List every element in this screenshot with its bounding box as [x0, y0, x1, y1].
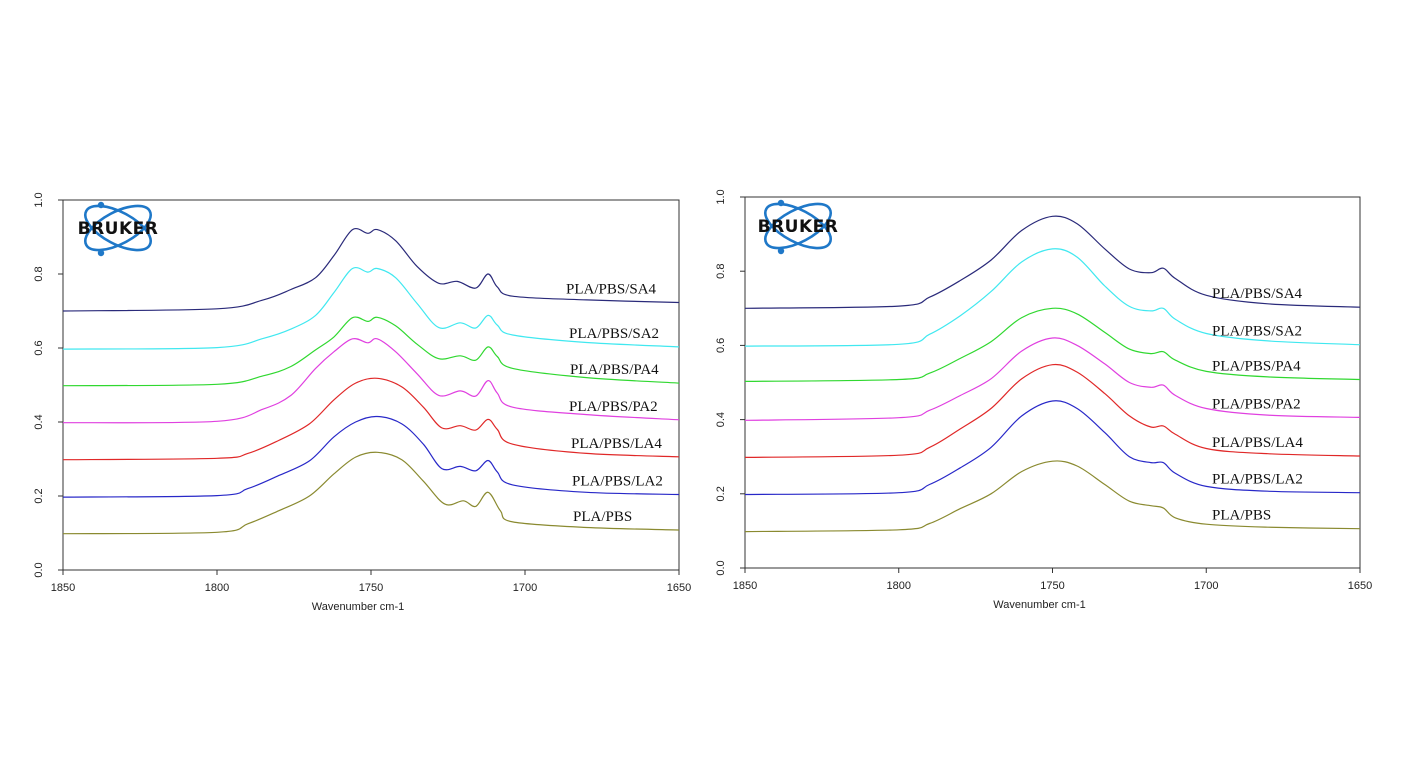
series-label: PLA/PBS/PA4: [570, 362, 659, 378]
x-tick-label: 1700: [1194, 580, 1218, 592]
x-tick-label: 1750: [359, 582, 383, 594]
series-line: [62, 415, 680, 498]
y-tick-label: 1.0: [33, 192, 45, 207]
x-tick-label: 1800: [887, 580, 911, 592]
y-tick-label: 0.2: [715, 486, 727, 501]
series-line: [62, 337, 680, 424]
series-label: PLA/PBS/SA4: [1212, 286, 1303, 302]
chart-left: 1850 1800 1750 1700 1650 0.0 0.2 0.4 0.6 0.8 1.0 Wa…: [33, 192, 691, 613]
series-label: PLA/PBS: [573, 509, 632, 525]
y-tick-label: 0.4: [715, 412, 727, 427]
series-label: PLA/PBS/PA4: [1212, 359, 1301, 375]
x-tick-label: 1750: [1040, 580, 1064, 592]
series-label: PLA/PBS/SA2: [569, 326, 659, 342]
y-tick-label: 0.8: [33, 266, 45, 281]
x-tick-label: 1850: [51, 582, 75, 594]
series-line: [744, 363, 1361, 458]
logo-orbit: [84, 204, 152, 252]
series-label: PLA/PBS/PA2: [569, 399, 658, 415]
bruker-logo: BRUKER: [758, 199, 839, 255]
y-tick-label: 1.0: [715, 189, 727, 204]
series-line: [62, 228, 680, 312]
y-tick-label: 0.6: [715, 338, 727, 353]
series-label: PLA/PBS/SA2: [1212, 324, 1302, 340]
series-line: [744, 460, 1361, 533]
logo-text: BRUKER: [758, 217, 839, 237]
series-line: [744, 248, 1361, 347]
series-line: [62, 451, 680, 535]
series-label: PLA/PBS/PA2: [1212, 396, 1301, 412]
series-line: [744, 400, 1361, 496]
logo-electron: [97, 201, 105, 209]
y-tick-label: 0.8: [715, 264, 727, 279]
logo-electron: [97, 249, 105, 257]
x-tick-label: 1700: [513, 582, 537, 594]
logo-electron: [777, 247, 785, 255]
x-tick-label: 1800: [205, 582, 229, 594]
x-tick-label: 1850: [733, 580, 757, 592]
logo-orbit: [84, 204, 152, 252]
series-line: [744, 215, 1361, 309]
x-axis-label: Wavenumber cm-1: [993, 599, 1086, 611]
series-line: [62, 267, 680, 350]
y-tick-label: 0.2: [33, 488, 45, 503]
x-tick-label: 1650: [667, 582, 691, 594]
logo-orbit: [764, 202, 832, 250]
bruker-logo: BRUKER: [78, 201, 159, 257]
series-label: PLA/PBS/LA4: [571, 436, 662, 452]
logo-electron: [777, 199, 785, 207]
series-label: PLA/PBS/LA2: [1212, 472, 1303, 488]
logo-text: BRUKER: [78, 219, 159, 239]
series-line: [62, 377, 680, 461]
y-tick-label: 0.6: [33, 340, 45, 355]
series-label: PLA/PBS: [1212, 508, 1271, 524]
series-line: [744, 337, 1361, 421]
chart-right: 1850 1800 1750 1700 1650 0.0 0.2 0.4 0.6 0.8 1.0 Wa…: [715, 189, 1372, 611]
logo-orbit: [764, 202, 832, 250]
x-tick-label: 1650: [1348, 580, 1372, 592]
y-tick-label: 0.0: [715, 560, 727, 575]
series-line: [62, 316, 680, 387]
series-label: PLA/PBS/LA2: [572, 474, 663, 490]
y-tick-label: 0.0: [33, 562, 45, 577]
series-line: [744, 307, 1361, 382]
series-label: PLA/PBS/SA4: [566, 281, 657, 297]
y-tick-label: 0.4: [33, 414, 45, 429]
x-axis-label: Wavenumber cm-1: [312, 601, 405, 613]
series-label: PLA/PBS/LA4: [1212, 435, 1303, 451]
